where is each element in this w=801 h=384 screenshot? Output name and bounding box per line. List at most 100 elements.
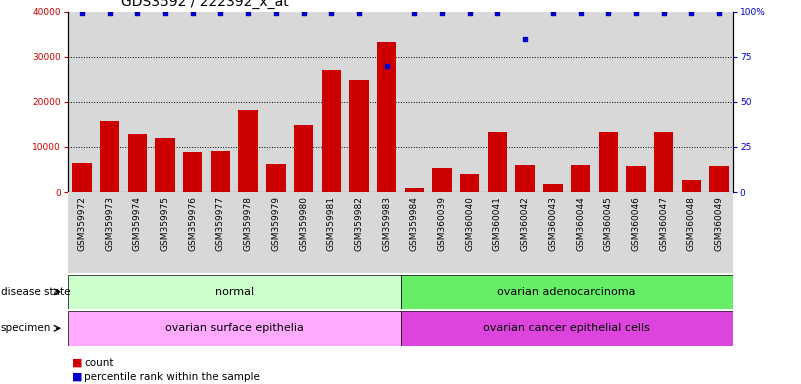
Point [187, 10, 199, 17]
Bar [321, 70, 341, 192]
Text: count: count [84, 358, 114, 368]
Bar [433, 168, 452, 192]
Bar [678, 12, 705, 192]
Text: GSM359975: GSM359975 [160, 196, 170, 251]
Bar [183, 152, 203, 192]
Text: GSM360042: GSM360042 [521, 196, 529, 251]
Bar [294, 125, 313, 192]
Point [574, 10, 587, 17]
Bar [235, 12, 262, 192]
Bar [567, 12, 594, 192]
Point [75, 10, 88, 17]
Bar [400, 192, 429, 273]
Bar [179, 12, 207, 192]
Text: GSM359983: GSM359983 [382, 196, 391, 251]
Point [214, 10, 227, 17]
Bar [96, 12, 123, 192]
Bar [682, 180, 701, 192]
Bar [151, 192, 179, 273]
Text: ovarian cancer epithelial cells: ovarian cancer epithelial cells [483, 323, 650, 333]
Bar [571, 166, 590, 192]
Text: GSM360049: GSM360049 [714, 196, 723, 251]
Bar [456, 192, 484, 273]
Bar [598, 132, 618, 192]
Text: GDS3592 / 222392_x_at: GDS3592 / 222392_x_at [121, 0, 289, 9]
Bar [100, 121, 119, 192]
Bar [151, 12, 179, 192]
Bar [539, 192, 567, 273]
Bar [239, 110, 258, 192]
Point [103, 10, 116, 17]
Point [159, 10, 171, 17]
Bar [68, 12, 96, 192]
Point [436, 10, 449, 17]
Text: percentile rank within the sample: percentile rank within the sample [84, 372, 260, 382]
Bar [400, 311, 733, 346]
Bar [429, 12, 456, 192]
Bar [235, 192, 262, 273]
Point [685, 10, 698, 17]
Bar [96, 192, 123, 273]
Text: normal: normal [215, 287, 254, 297]
Bar [678, 192, 705, 273]
Bar [317, 12, 345, 192]
Bar [650, 12, 678, 192]
Bar [654, 132, 674, 192]
Point [630, 10, 642, 17]
Bar [68, 192, 96, 273]
Text: GSM360043: GSM360043 [549, 196, 557, 251]
Bar [622, 192, 650, 273]
Point [297, 10, 310, 17]
Point [491, 10, 504, 17]
Bar [123, 12, 151, 192]
Text: GSM359982: GSM359982 [355, 196, 364, 251]
Bar [400, 12, 429, 192]
Bar [179, 192, 207, 273]
Bar [377, 42, 396, 192]
Text: GSM359979: GSM359979 [272, 196, 280, 251]
Bar [456, 12, 484, 192]
Bar [207, 12, 235, 192]
Bar [511, 192, 539, 273]
Text: GSM359974: GSM359974 [133, 196, 142, 251]
Text: GSM359976: GSM359976 [188, 196, 197, 251]
Bar [516, 166, 535, 192]
Text: GSM360040: GSM360040 [465, 196, 474, 251]
Bar [594, 192, 622, 273]
Text: GSM359984: GSM359984 [410, 196, 419, 251]
Point [713, 10, 726, 17]
Bar [290, 192, 317, 273]
Bar [400, 275, 733, 309]
Text: GSM360046: GSM360046 [631, 196, 641, 251]
Bar [72, 163, 91, 192]
Bar [429, 192, 456, 273]
Point [463, 10, 476, 17]
Bar [345, 192, 372, 273]
Bar [705, 192, 733, 273]
Text: ■: ■ [72, 372, 83, 382]
Bar [127, 134, 147, 192]
Bar [266, 164, 285, 192]
Bar [484, 12, 511, 192]
Text: GSM359977: GSM359977 [216, 196, 225, 251]
Bar [705, 12, 733, 192]
Text: ■: ■ [72, 358, 83, 368]
Bar [68, 311, 400, 346]
Text: ovarian adenocarcinoma: ovarian adenocarcinoma [497, 287, 636, 297]
Bar [460, 174, 480, 192]
Bar [211, 151, 230, 192]
Text: disease state: disease state [1, 287, 70, 297]
Point [519, 36, 532, 42]
Text: GSM360048: GSM360048 [687, 196, 696, 251]
Bar [539, 12, 567, 192]
Point [546, 10, 559, 17]
Text: GSM359981: GSM359981 [327, 196, 336, 251]
Bar [317, 192, 345, 273]
Bar [710, 166, 729, 192]
Point [131, 10, 143, 17]
Point [658, 10, 670, 17]
Bar [155, 138, 175, 192]
Bar [290, 12, 317, 192]
Text: ovarian surface epithelia: ovarian surface epithelia [165, 323, 304, 333]
Bar [626, 166, 646, 192]
